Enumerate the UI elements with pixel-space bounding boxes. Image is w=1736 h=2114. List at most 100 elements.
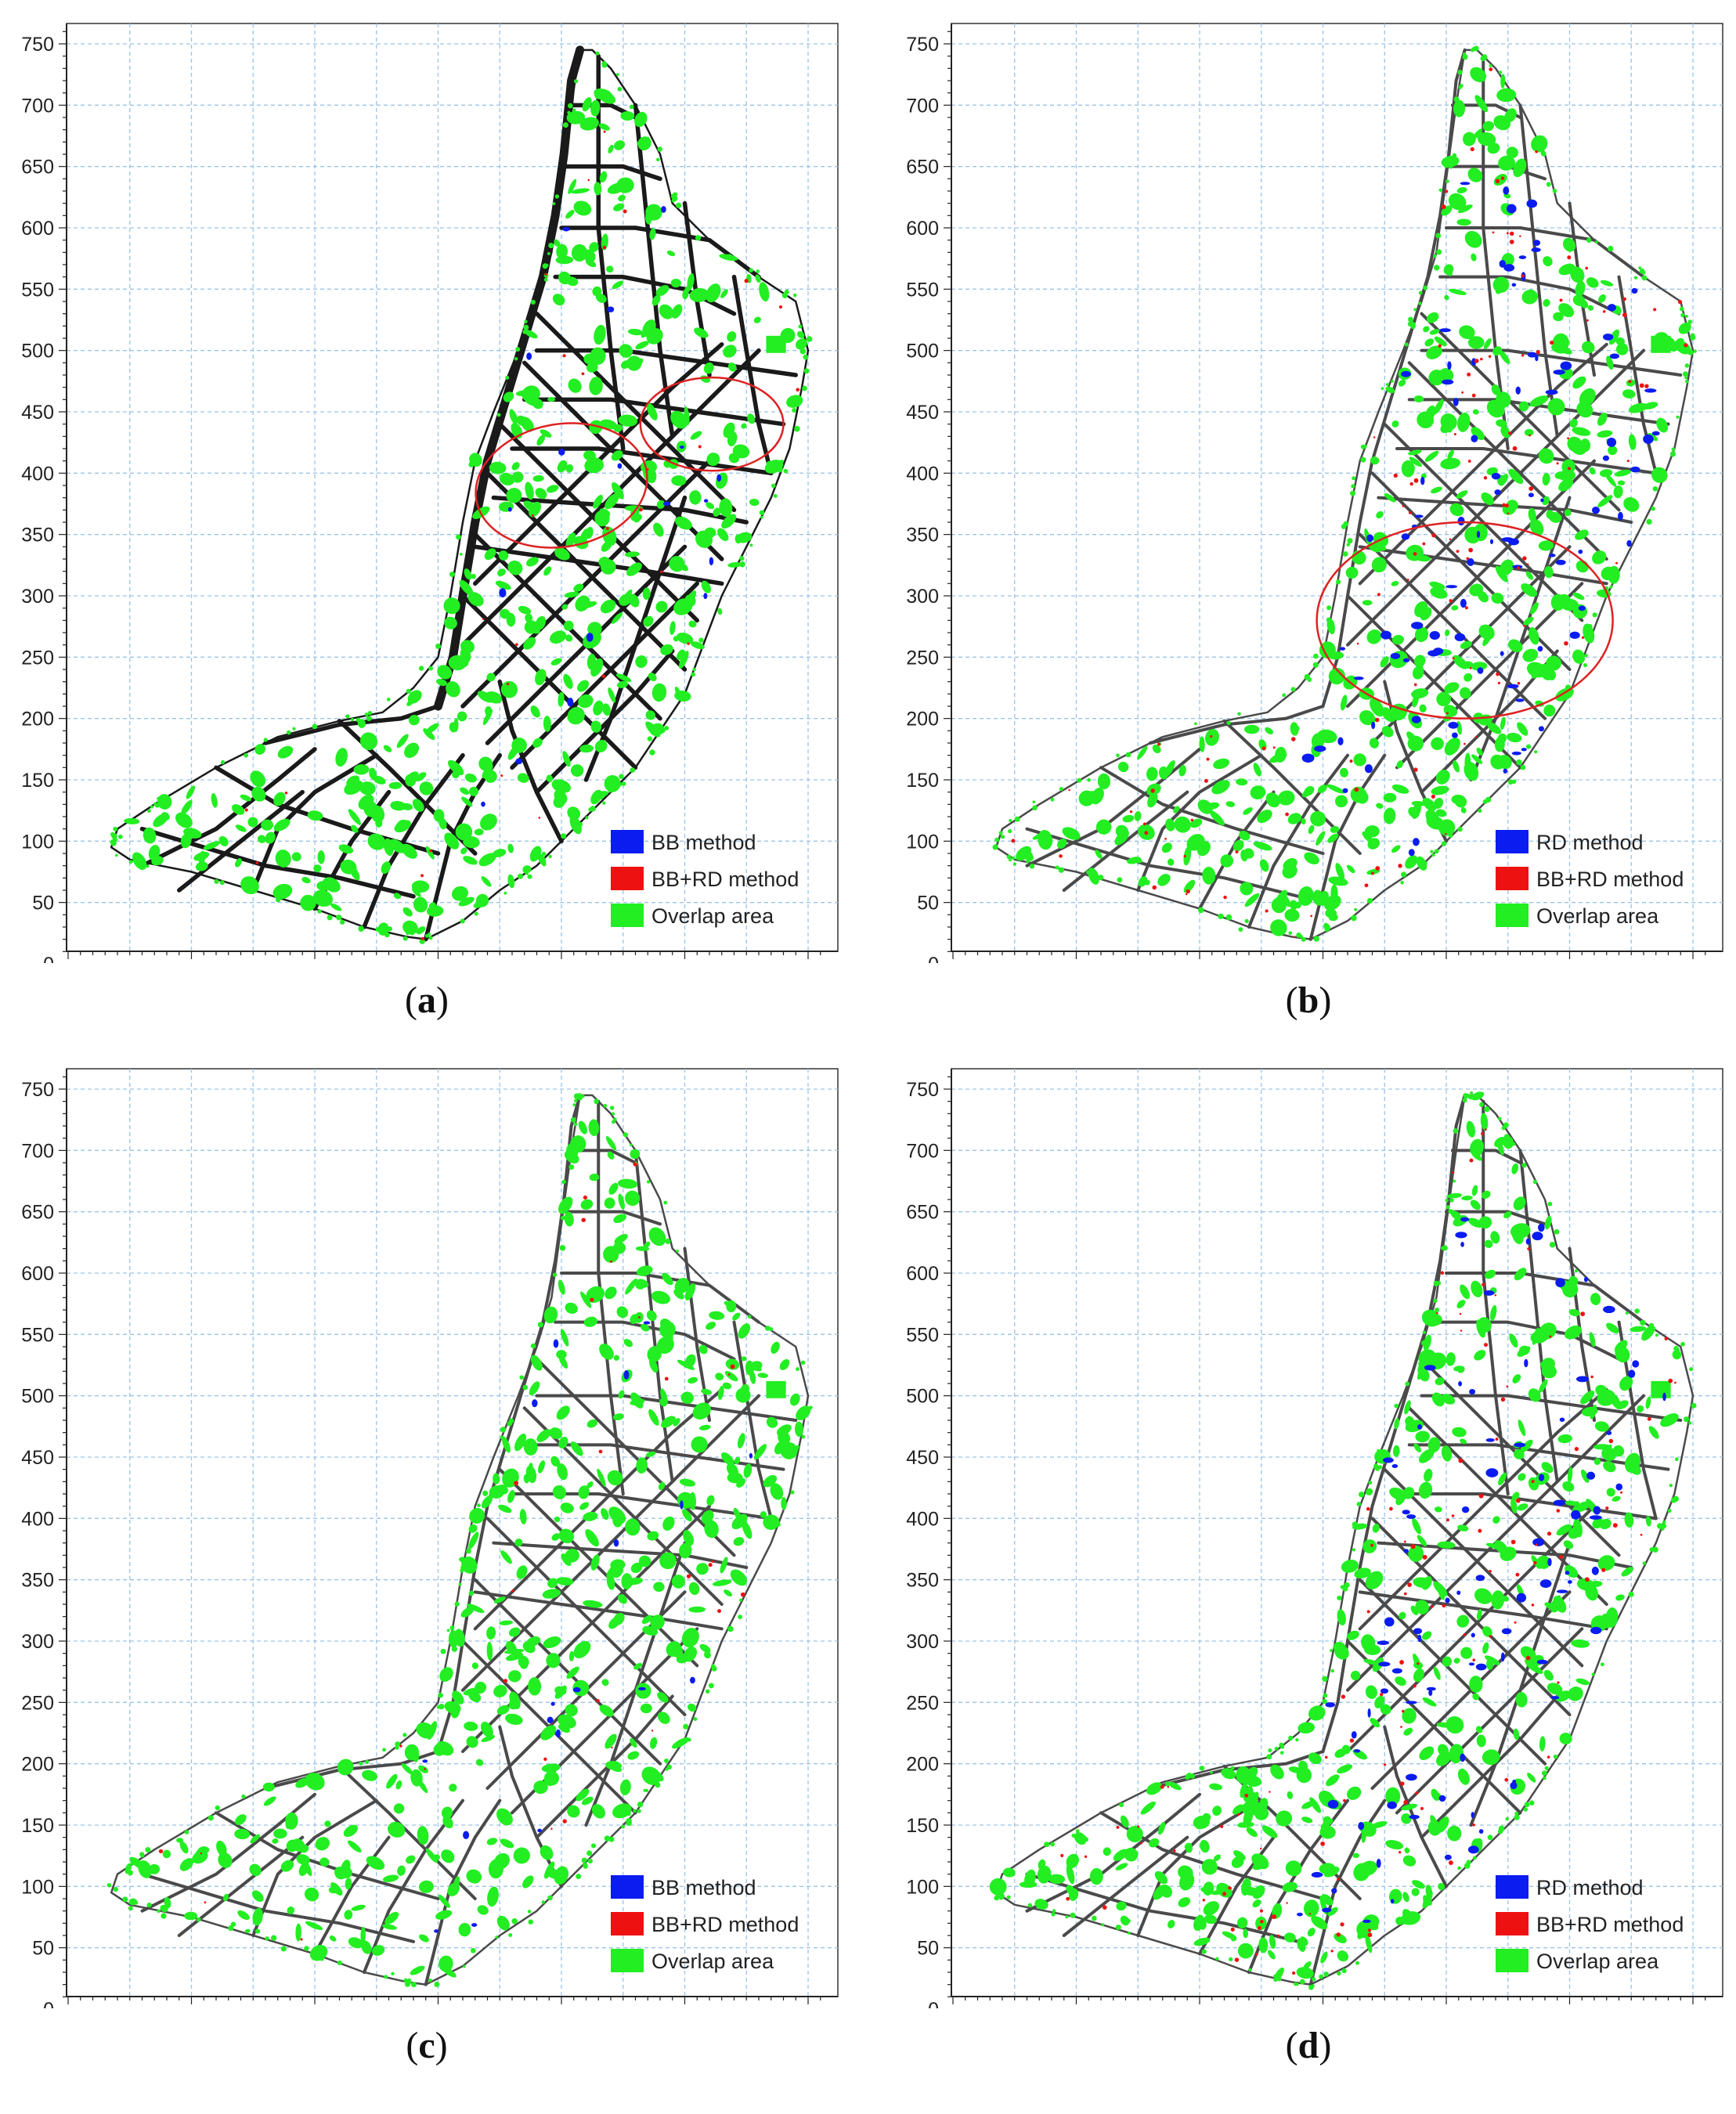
overlap-patch <box>1651 1380 1671 1398</box>
overlap-patch <box>1424 450 1439 462</box>
overlap-patch <box>1471 662 1488 671</box>
overlap-patch <box>1440 1884 1445 1889</box>
overlap-patch <box>151 856 164 866</box>
method-b-patch <box>660 570 663 573</box>
overlap-patch <box>292 1838 305 1852</box>
road <box>559 164 662 182</box>
overlap-patch <box>1226 720 1231 725</box>
overlap-patch <box>428 932 431 936</box>
overlap-patch <box>1505 1816 1510 1821</box>
method-a-patch <box>1618 511 1623 521</box>
overlap-patch <box>589 377 603 395</box>
overlap-patch <box>789 1393 800 1406</box>
overlap-patch <box>601 233 608 251</box>
overlap-patch <box>1484 1269 1496 1279</box>
overlap-patch <box>463 1964 466 1968</box>
overlap-patch <box>1525 571 1534 580</box>
overlap-patch <box>452 1690 464 1705</box>
overlap-patch <box>499 1620 514 1625</box>
overlap-patch <box>626 1820 632 1827</box>
highlight-circle <box>639 376 785 472</box>
overlap-patch <box>1261 1825 1278 1838</box>
overlap-patch <box>1352 1548 1356 1552</box>
overlap-patch <box>588 1119 600 1137</box>
overlap-patch <box>1613 485 1623 499</box>
method-a-patch <box>1476 530 1481 539</box>
y-tick-label: 500 <box>906 341 939 363</box>
overlap-patch <box>1243 1928 1248 1939</box>
overlap-patch <box>456 534 461 540</box>
method-a-patch <box>1445 585 1458 589</box>
overlap-patch <box>1202 867 1216 885</box>
overlap-patch <box>684 1354 696 1368</box>
method-b-patch <box>1521 274 1525 278</box>
overlap-patch <box>1482 1625 1492 1637</box>
overlap-patch <box>546 1653 561 1668</box>
overlap-patch <box>583 1316 597 1327</box>
method-a-patch <box>1460 598 1467 608</box>
y-tick-label: 500 <box>906 1386 939 1408</box>
overlap-patch <box>1244 918 1249 924</box>
overlap-patch <box>1268 1950 1276 1960</box>
overlap-patch <box>1645 1396 1651 1409</box>
overlap-patch <box>1280 893 1291 907</box>
overlap-patch <box>1300 1936 1308 1946</box>
overlap-patch <box>1541 1462 1554 1474</box>
overlap-patch <box>436 1741 454 1756</box>
method-a-patch <box>1553 1499 1565 1506</box>
overlap-patch <box>1377 1454 1382 1459</box>
y-tick-label: 100 <box>21 1876 54 1898</box>
overlap-patch <box>1597 1555 1615 1571</box>
road <box>1420 1394 1683 1422</box>
method-a-patch <box>507 507 512 512</box>
overlap-patch <box>727 562 742 568</box>
method-a-patch <box>1536 1659 1548 1665</box>
method-b-patch <box>420 874 424 878</box>
overlap-patch <box>263 738 268 742</box>
overlap-patch <box>753 316 761 323</box>
y-tick-label: 550 <box>906 1324 939 1346</box>
overlap-patch <box>496 1808 513 1826</box>
overlap-patch <box>682 1509 692 1522</box>
overlap-patch <box>568 1164 575 1171</box>
method-b-patch <box>1510 1539 1516 1545</box>
overlap-patch <box>677 633 694 644</box>
overlap-patch <box>1091 1915 1097 1921</box>
map-content <box>106 1093 813 1988</box>
y-tick-label: 50 <box>32 1938 54 1960</box>
overlap-patch <box>330 903 342 911</box>
road <box>473 1387 724 1631</box>
method-a-patch <box>1458 1381 1463 1387</box>
method-a-patch <box>690 1676 695 1684</box>
method-a-patch <box>1471 1632 1475 1638</box>
overlap-patch <box>1116 1901 1127 1911</box>
overlap-patch <box>680 1391 694 1404</box>
overlap-patch <box>706 1322 716 1330</box>
overlap-patch <box>570 764 584 777</box>
overlap-patch <box>1277 790 1295 806</box>
method-b-patch <box>1366 1506 1370 1511</box>
overlap-patch <box>1492 346 1502 356</box>
method-b-patch <box>717 1609 722 1614</box>
method-b-patch <box>1452 1171 1455 1174</box>
overlap-patch <box>532 474 544 482</box>
overlap-patch <box>247 1928 251 1933</box>
overlap-patch <box>741 1356 747 1362</box>
road <box>522 1443 785 1471</box>
overlap-patch <box>1087 777 1092 782</box>
overlap-patch <box>1460 1284 1470 1300</box>
overlap-patch <box>1222 1931 1237 1939</box>
overlap-patch <box>418 1765 428 1773</box>
overlap-patch <box>1391 634 1405 645</box>
overlap-patch <box>1211 1889 1224 1896</box>
overlap-patch <box>1468 1218 1483 1228</box>
overlap-patch <box>765 1326 771 1331</box>
overlap-patch <box>648 1768 664 1782</box>
overlap-patch <box>1369 738 1379 749</box>
overlap-patch <box>1199 736 1205 752</box>
overlap-patch <box>1466 1120 1475 1138</box>
overlap-patch <box>543 1775 555 1787</box>
y-tick-label: 550 <box>21 1324 54 1346</box>
overlap-patch <box>747 413 756 424</box>
overlap-patch <box>1492 276 1510 293</box>
